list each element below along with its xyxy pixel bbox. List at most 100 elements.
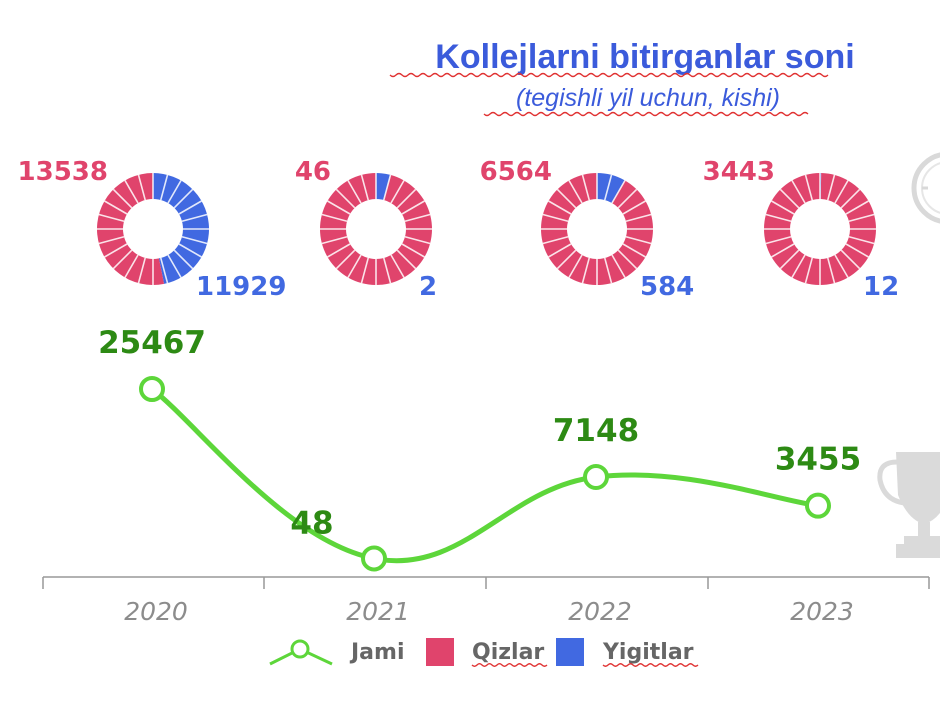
donut-segment-line (542, 213, 569, 223)
donut-segment-line (112, 188, 133, 209)
donut-charts: 13538 11929 46 2 6564 584 3443 12 (18, 157, 900, 302)
donut-segment-line (840, 188, 861, 209)
donut-segment-line (556, 249, 577, 270)
x-axis-ticks: 2020 2021 2022 2023 (42, 577, 930, 626)
donut-segment-line (581, 257, 591, 284)
donut-segment-line (611, 180, 626, 204)
donut-segment-line (104, 243, 128, 258)
donut-segment-line (390, 180, 405, 204)
legend-label-jami: Jami (349, 640, 405, 665)
spellcheck-underline-subtitle (483, 111, 809, 117)
chart-title: Kollejlarni bitirganlar soni (435, 38, 854, 76)
x-tick-label-2020: 2020 (124, 597, 188, 626)
donut-segment-line (603, 174, 613, 201)
line-series-jami: 25467 48 7148 3455 (98, 325, 861, 572)
donut-segment-line (404, 235, 431, 245)
donut-segment-line (548, 200, 572, 215)
donut-slice-qizlar-2020 (96, 173, 165, 285)
donut-segment-line (98, 213, 125, 223)
chart-subtitle: (tegishli yil uchun, kishi) (516, 84, 780, 112)
point-label-jami-2020: 25467 (98, 325, 206, 361)
legend-label-qizlar: Qizlar (472, 640, 544, 665)
donut-segment-line (181, 213, 208, 223)
donut-segment-line (765, 235, 792, 245)
donut-segment-line (335, 249, 356, 270)
donut-segment-line (335, 188, 356, 209)
donut-segment-line (622, 200, 646, 215)
donut-segment-line (137, 257, 147, 284)
donut-segment-line (542, 235, 569, 245)
donut-label-qizlar-2021: 46 (295, 157, 331, 187)
donut-segment-line (104, 200, 128, 215)
donut-segment-line (167, 254, 182, 278)
donut-segment-line (321, 235, 348, 245)
line-path-jami (149, 386, 821, 564)
spellcheck-underline-qizlar (471, 663, 548, 667)
donut-slice-yigitlar-2022 (597, 173, 625, 203)
donut-segment-line (611, 254, 626, 278)
x-tick-label-2021: 2021 (346, 597, 410, 626)
point-label-jami-2022: 7148 (553, 413, 639, 449)
x-tick-label-2022: 2022 (568, 597, 632, 626)
donut-label-qizlar-2022: 6564 (480, 157, 552, 187)
point-jami-2021[interactable] (361, 545, 387, 572)
donut-segment-line (178, 200, 202, 215)
donut-segment-line (390, 254, 405, 278)
donut-label-yigitlar-2023: 12 (863, 272, 899, 302)
donut-segment-line (173, 249, 194, 270)
x-tick-label-2023: 2023 (790, 597, 854, 626)
legend-item-qizlar[interactable]: Qizlar (426, 638, 548, 667)
donut-segment-line (568, 254, 583, 278)
donut-segment-line (137, 174, 147, 201)
donut-segment-line (771, 243, 795, 258)
donut-segment-line (622, 243, 646, 258)
donut-segment-line (360, 257, 370, 284)
donut-segment-line (159, 257, 169, 284)
donut-segment-line (404, 213, 431, 223)
donut-segment-line (556, 188, 577, 209)
legend-item-yigitlar[interactable]: Yigitlar (556, 638, 699, 667)
donut-segment-line (625, 213, 652, 223)
point-jami-2023[interactable] (805, 492, 831, 519)
donut-label-qizlar-2023: 3443 (703, 157, 775, 187)
point-label-jami-2023: 3455 (775, 442, 861, 478)
donut-segment-line (840, 249, 861, 270)
donut-segment-line (848, 213, 875, 223)
spellcheck-underline-yigitlar (602, 663, 699, 667)
trophy-icon (877, 452, 940, 558)
point-jami-2022[interactable] (583, 463, 609, 490)
donut-segment-line (98, 235, 125, 245)
legend-label-yigitlar: Yigitlar (602, 640, 694, 665)
donut-segment-line (617, 249, 638, 270)
donut-segment-line (327, 200, 351, 215)
legend-swatch-qizlar (426, 638, 454, 666)
donut-segment-line (124, 254, 139, 278)
donut-segment-line (396, 249, 417, 270)
donut-segment-line (791, 180, 806, 204)
donut-segment-line (401, 200, 425, 215)
donut-segment-line (625, 235, 652, 245)
donut-segment-line (360, 174, 370, 201)
donut-segment-line (159, 174, 169, 201)
donut-segment-line (347, 180, 362, 204)
donut-segment-line (548, 243, 572, 258)
legend: Jami Qizlar Yigitlar (269, 638, 699, 667)
donut-2021: 46 2 (295, 157, 437, 302)
stopwatch-icon (911, 152, 940, 224)
donut-segment-line (603, 257, 613, 284)
donut-2020: 13538 11929 (18, 157, 287, 302)
donut-segment-line (617, 188, 638, 209)
donut-segment-line (804, 257, 814, 284)
donut-segment-line (382, 257, 392, 284)
donut-segment-line (181, 235, 208, 245)
point-jami-2020[interactable] (139, 376, 165, 402)
donut-segment-line (401, 243, 425, 258)
donut-segment-line (124, 180, 139, 204)
donut-segment-line (167, 180, 182, 204)
donut-2023: 3443 12 (703, 157, 900, 302)
legend-item-jami[interactable]: Jami (269, 639, 405, 666)
donut-segment-line (791, 254, 806, 278)
donut-segment-line (112, 249, 133, 270)
donut-segment-line (779, 249, 800, 270)
